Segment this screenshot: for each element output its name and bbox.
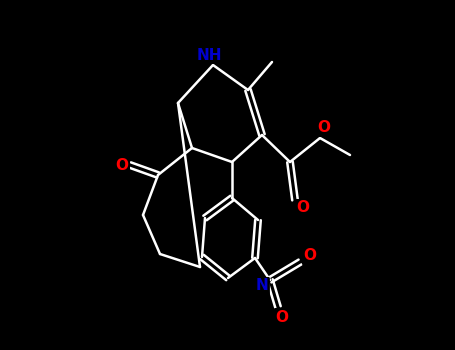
- Text: O: O: [297, 201, 309, 216]
- Text: O: O: [275, 309, 288, 324]
- Text: O: O: [318, 120, 330, 135]
- Text: N: N: [256, 279, 268, 294]
- Text: NH: NH: [196, 48, 222, 63]
- Text: O: O: [303, 248, 317, 264]
- Text: O: O: [116, 158, 128, 173]
